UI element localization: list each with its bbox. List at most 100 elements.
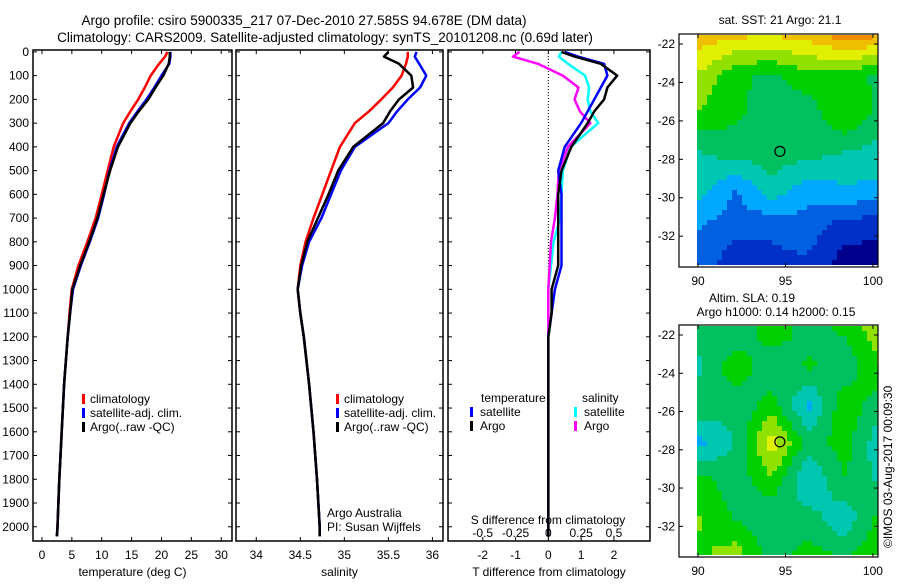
map-cell: [807, 431, 812, 436]
map-cell: [832, 381, 837, 386]
map-cell: [762, 190, 767, 195]
map-cell: [767, 431, 772, 436]
map-cell: [792, 60, 797, 65]
map-cell: [702, 546, 707, 551]
map-cell: [872, 421, 877, 426]
map-cell: [782, 100, 787, 105]
map-cell: [827, 501, 832, 506]
map-cell: [847, 65, 852, 70]
map-cell: [712, 511, 717, 516]
map-cell: [747, 260, 752, 265]
map-cell: [842, 80, 847, 85]
map-cell: [847, 386, 852, 391]
map-cell: [737, 431, 742, 436]
map-cell: [717, 381, 722, 386]
legend-swatch: [82, 422, 85, 432]
map-cell: [767, 366, 772, 371]
map-cell: [747, 230, 752, 235]
map-cell: [722, 326, 727, 331]
map-cell: [717, 441, 722, 446]
map-cell: [767, 501, 772, 506]
map-cell: [707, 255, 712, 260]
map-cell: [847, 416, 852, 421]
map-cell: [697, 346, 702, 351]
map-cell: [697, 366, 702, 371]
map-cell: [757, 441, 762, 446]
map-cell: [762, 140, 767, 145]
x-tick-label: 34.5: [289, 548, 313, 562]
map-cell: [697, 466, 702, 471]
map-cell: [802, 421, 807, 426]
map-cell: [787, 461, 792, 466]
legend-label: satellite-adj. clim.: [344, 406, 436, 420]
map-cell: [697, 446, 702, 451]
map-cell: [697, 200, 702, 205]
map-cell: [802, 546, 807, 551]
map-cell: [697, 471, 702, 476]
map-cell: [822, 260, 827, 265]
map-cell: [857, 50, 862, 55]
map-cell: [827, 255, 832, 260]
map-cell: [862, 541, 867, 546]
map-cell: [807, 466, 812, 471]
depth-tick-label: 600: [9, 187, 29, 201]
map-cell: [832, 351, 837, 356]
map-cell: [777, 120, 782, 125]
map-cell: [872, 351, 877, 356]
map-cell: [722, 140, 727, 145]
map-cell: [707, 220, 712, 225]
map-cell: [762, 105, 767, 110]
map-cell: [837, 235, 842, 240]
map-cell: [752, 130, 757, 135]
map-cell: [697, 35, 702, 40]
map-cell: [767, 145, 772, 150]
map-cell: [727, 371, 732, 376]
map-cell: [712, 516, 717, 521]
map-cell: [747, 110, 752, 115]
map-cell: [827, 185, 832, 190]
map-cell: [702, 50, 707, 55]
map-cell: [742, 150, 747, 155]
map-cell: [712, 471, 717, 476]
map-cell: [792, 536, 797, 541]
map-cell: [847, 391, 852, 396]
map-cell: [712, 205, 717, 210]
map-cell: [732, 471, 737, 476]
map-cell: [752, 396, 757, 401]
map-cell: [837, 130, 842, 135]
map-cell: [827, 486, 832, 491]
map-cell: [807, 481, 812, 486]
map-cell: [757, 215, 762, 220]
map-cell: [742, 446, 747, 451]
map-cell: [782, 135, 787, 140]
map-cell: [827, 75, 832, 80]
map-cell: [832, 491, 837, 496]
map-cell: [767, 180, 772, 185]
map-cell: [697, 50, 702, 55]
map-cell: [717, 100, 722, 105]
map-cell: [732, 536, 737, 541]
map-cell: [812, 446, 817, 451]
map-cell: [727, 130, 732, 135]
map-cell: [867, 481, 872, 486]
map-cell: [852, 421, 857, 426]
map-cell: [842, 366, 847, 371]
map-cell: [867, 190, 872, 195]
map-cell: [837, 80, 842, 85]
map-cell: [797, 200, 802, 205]
map-cell: [757, 35, 762, 40]
map-cell: [792, 436, 797, 441]
map-cell: [767, 135, 772, 140]
map-cell: [732, 85, 737, 90]
map-cell: [857, 200, 862, 205]
map-cell: [752, 461, 757, 466]
map-cell: [872, 456, 877, 461]
map-cell: [817, 511, 822, 516]
s-tick-label: -0.5: [472, 526, 493, 540]
map-cell: [857, 551, 862, 555]
map-cell: [802, 436, 807, 441]
map-cell: [852, 205, 857, 210]
map-cell: [862, 386, 867, 391]
map-cell: [847, 60, 852, 65]
map-cell: [787, 381, 792, 386]
